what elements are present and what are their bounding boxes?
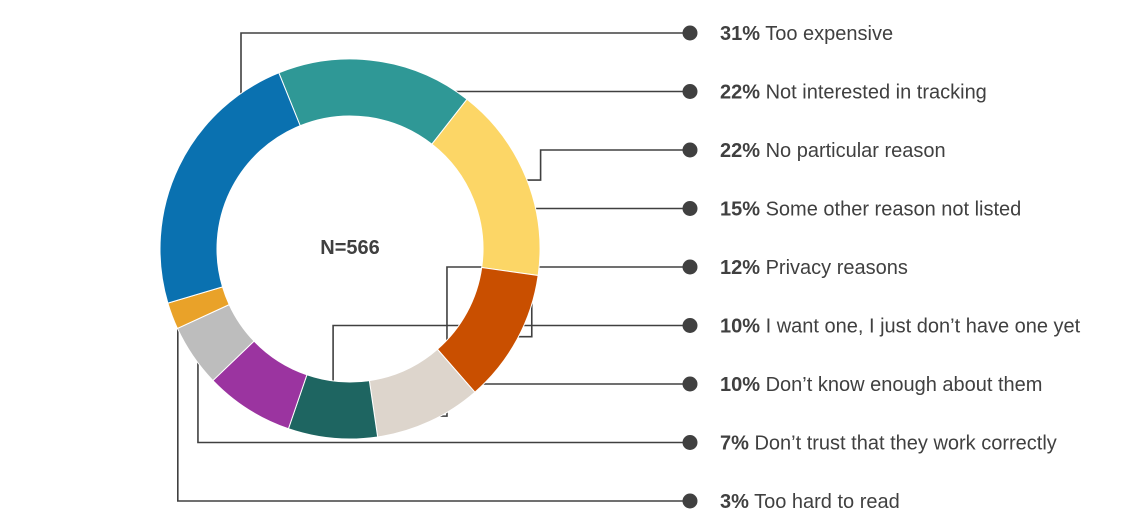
leader-line-don-t-trust-that-they-work-correctly	[197, 352, 690, 444]
label-too-hard-to-read: 3% Too hard to read	[720, 491, 900, 513]
leader-line-no-particular-reason	[520, 149, 690, 181]
slice-not-interested-in-tracking	[278, 58, 468, 145]
leader-dot	[682, 201, 698, 216]
leader-dot	[682, 493, 698, 509]
leader-line-too-hard-to-read	[177, 313, 690, 502]
leader-dot	[682, 259, 698, 275]
label-text: Some other reason not listed	[760, 199, 1021, 221]
label-too-expensive: 31% Too expensive	[720, 23, 893, 45]
label-percent: 15%	[720, 199, 760, 221]
label-text: Too hard to read	[749, 491, 900, 513]
label-text: Too expensive	[760, 23, 893, 45]
label-text: Don’t know enough about them	[760, 374, 1042, 396]
label-percent: 12%	[720, 257, 760, 279]
label-some-other-reason-not-listed: 15% Some other reason not listed	[720, 199, 1021, 221]
label-text: Don’t trust that they work correctly	[749, 433, 1057, 455]
label-don-t-know-enough-about-them: 10% Don’t know enough about them	[720, 374, 1042, 396]
leader-dot	[682, 318, 698, 333]
label-privacy-reasons: 12% Privacy reasons	[720, 257, 908, 279]
center-label: N=566	[320, 237, 380, 259]
label-text: Privacy reasons	[760, 257, 908, 279]
label-percent: 7%	[720, 433, 749, 455]
legend-labels: 31% Too expensive 22% Not interested in t…	[682, 23, 1081, 513]
label-percent: 22%	[720, 82, 760, 104]
leader-dot	[682, 435, 698, 450]
label-not-interested-in-tracking: 22% Not interested in tracking	[720, 82, 987, 104]
label-percent: 10%	[720, 316, 760, 338]
slice-no-particular-reason	[431, 98, 541, 277]
label-don-t-trust-that-they-work-correctly: 7% Don’t trust that they work correctly	[720, 433, 1057, 455]
leader-dot	[682, 25, 698, 41]
label-no-particular-reason: 22% No particular reason	[720, 140, 946, 162]
label-text: I want one, I just don’t have one yet	[760, 316, 1081, 338]
leader-dot	[682, 84, 698, 99]
donut-ring	[159, 58, 541, 440]
slice-too-expensive	[159, 72, 301, 304]
leader-dot	[682, 376, 698, 392]
label-percent: 31%	[720, 23, 760, 45]
label-percent: 3%	[720, 491, 749, 513]
leader-dot	[682, 142, 698, 158]
label-text: No particular reason	[760, 140, 946, 162]
label-i-want-one-i-just-don-t-have-one-yet: 10% I want one, I just don’t have one ye…	[720, 316, 1081, 338]
label-percent: 22%	[720, 140, 760, 162]
label-percent: 10%	[720, 374, 760, 396]
label-text: Not interested in tracking	[760, 82, 987, 104]
